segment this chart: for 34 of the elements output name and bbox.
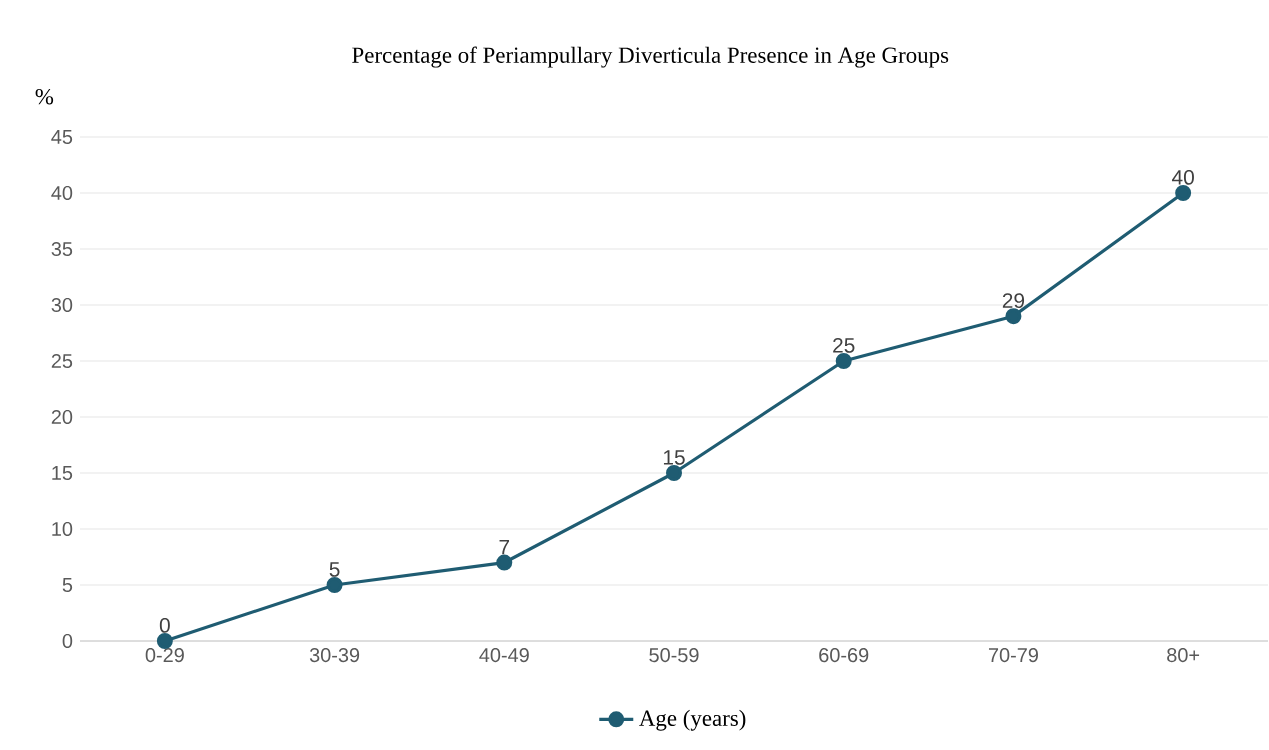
y-tick-label: 35 [51, 241, 73, 257]
point [1005, 308, 1022, 325]
y-tick-label: 15 [52, 466, 73, 480]
y-tick-label: 45 [51, 130, 73, 144]
data-label: 15 [663, 450, 685, 465]
y-tick-label: 30 [51, 297, 73, 313]
legend-label: Age (years) [639, 709, 746, 731]
x-tick-label: 50-59 [649, 648, 699, 663]
point [835, 353, 852, 370]
point [666, 465, 683, 481]
data-label: 25 [833, 337, 855, 353]
chart-title: Percentage of Periampullary Diverticula Presence in Age Groups [352, 46, 949, 68]
x-tick-label: 30-39 [309, 648, 360, 663]
y-tick-label: 20 [51, 409, 73, 425]
y-tick-label: 0 [62, 633, 73, 649]
x-tick-label: 0-29 [145, 648, 184, 663]
data-label: 29 [1002, 293, 1025, 308]
point [1175, 185, 1192, 202]
point [326, 577, 343, 593]
x-tick-label: 60-69 [819, 648, 869, 663]
y-tick-label: 40 [51, 185, 73, 201]
y-tick-label: 5 [62, 578, 73, 592]
y-axis-title: % [35, 88, 54, 105]
y-tick-label: 25 [51, 353, 73, 369]
x-tick-label: 40-49 [479, 648, 529, 663]
y-tick-label: 10 [52, 521, 73, 537]
data-label: 40 [1171, 169, 1194, 185]
x-tick-label: 80+ [1167, 648, 1200, 663]
x-tick-label: 70-79 [988, 648, 1038, 663]
data-label: 7 [499, 539, 510, 555]
point [496, 554, 513, 571]
data-label: 0 [159, 617, 170, 633]
point [156, 633, 173, 649]
data-label: 5 [329, 562, 340, 577]
